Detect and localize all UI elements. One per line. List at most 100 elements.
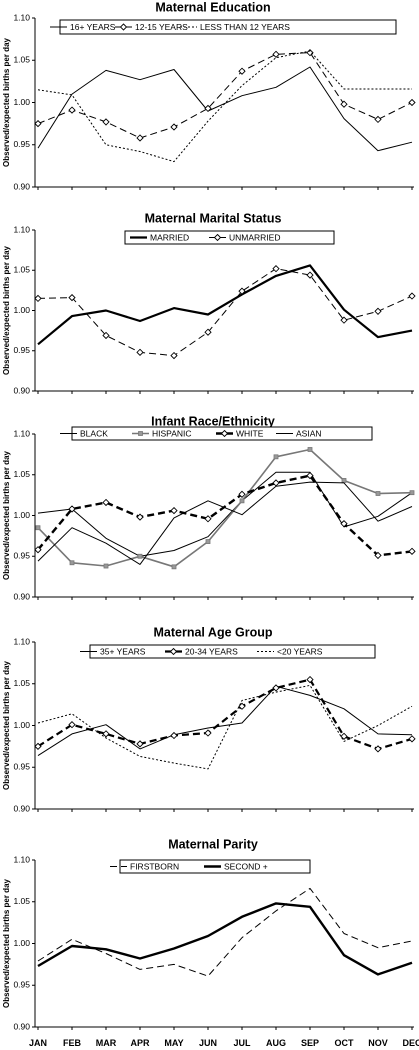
y-tick-label: 0.95 bbox=[13, 551, 30, 561]
legend-marker bbox=[213, 233, 222, 242]
chart-title: Maternal Marital Status bbox=[145, 211, 282, 225]
data-point bbox=[102, 498, 110, 507]
data-point bbox=[408, 292, 416, 300]
series-line-20-34-years bbox=[37, 678, 413, 751]
data-point bbox=[374, 115, 382, 124]
y-tick-label: 0.90 bbox=[13, 385, 30, 395]
chart-panel-2: Maternal Marital Status Observed/expected… bbox=[2, 211, 416, 395]
data-point bbox=[137, 553, 143, 559]
data-point bbox=[34, 294, 42, 303]
data-point bbox=[340, 316, 348, 324]
y-axis-label: Observed/expected births per day bbox=[2, 660, 11, 789]
y-tick-label: 1.00 bbox=[13, 510, 30, 520]
chart-panel-1: Maternal Education Observed/expected birt… bbox=[2, 0, 416, 191]
chart-title: Maternal Parity bbox=[168, 837, 258, 851]
data-point bbox=[238, 67, 246, 75]
legend-box bbox=[124, 230, 335, 245]
data-point bbox=[409, 490, 415, 496]
data-point bbox=[238, 490, 246, 498]
data-point bbox=[34, 119, 42, 128]
legend-label: WHITE bbox=[236, 428, 264, 438]
data-point bbox=[341, 478, 347, 483]
x-tick-label-jan: JAN bbox=[29, 1038, 47, 1048]
data-point bbox=[272, 265, 280, 273]
data-point bbox=[136, 134, 144, 142]
y-axis-label: Observed/expected births per day bbox=[2, 450, 11, 579]
y-tick-label: 1.10 bbox=[13, 224, 30, 234]
data-point bbox=[204, 104, 212, 113]
y-tick-label: 1.00 bbox=[13, 97, 30, 107]
chart-title: Maternal Education bbox=[155, 0, 270, 14]
data-point bbox=[205, 539, 211, 544]
data-point bbox=[102, 118, 110, 126]
legend-label: HISPANIC bbox=[152, 428, 192, 438]
data-point bbox=[170, 123, 178, 131]
y-tick-label: 1.00 bbox=[13, 305, 30, 315]
y-tick-label: 0.90 bbox=[13, 181, 30, 191]
data-point bbox=[272, 50, 280, 58]
y-tick-label: 1.10 bbox=[13, 12, 30, 22]
data-point bbox=[204, 729, 212, 737]
chart-panel-3: Infant Race/Ethnicity Observed/expected b… bbox=[2, 414, 416, 601]
y-axis-label: Observed/expected births per day bbox=[2, 878, 11, 1007]
series-line-unmarried bbox=[37, 268, 413, 357]
series-line-hispanic bbox=[37, 448, 413, 568]
series-line-second bbox=[37, 902, 413, 976]
legend-label: 16+ YEARS bbox=[70, 22, 116, 32]
data-point bbox=[408, 547, 416, 555]
data-point bbox=[272, 479, 280, 487]
series-line-black bbox=[37, 471, 413, 557]
y-tick-label: 0.95 bbox=[13, 980, 30, 990]
chart-title: Maternal Age Group bbox=[154, 625, 273, 639]
y-tick-label: 1.00 bbox=[13, 720, 30, 730]
y-tick-label: 0.95 bbox=[13, 345, 30, 355]
x-tick-label-may: MAY bbox=[164, 1038, 183, 1048]
data-point bbox=[374, 551, 382, 560]
data-point bbox=[374, 307, 382, 315]
data-point bbox=[102, 331, 110, 340]
legend-label: UNMARRIED bbox=[229, 232, 280, 242]
legend-label: SECOND + bbox=[224, 861, 268, 871]
data-point bbox=[103, 563, 109, 569]
data-point bbox=[340, 520, 348, 528]
data-point bbox=[340, 100, 348, 108]
data-point bbox=[136, 513, 144, 521]
data-point bbox=[68, 505, 76, 513]
series-line-married bbox=[37, 264, 413, 346]
legend-label: 35+ YEARS bbox=[100, 646, 146, 656]
legend-marker bbox=[169, 647, 178, 656]
series-line-35-years bbox=[37, 685, 413, 757]
y-axis-label: Observed/expected births per day bbox=[2, 245, 11, 374]
y-tick-label: 1.05 bbox=[13, 265, 30, 275]
legend-label: 20-34 YEARS bbox=[185, 646, 238, 656]
y-tick-label: 1.05 bbox=[13, 55, 30, 65]
y-tick-label: 1.05 bbox=[13, 896, 30, 906]
series-line-less-than-12-years bbox=[37, 50, 412, 163]
series-line-asian bbox=[37, 481, 413, 565]
data-point bbox=[34, 546, 42, 554]
data-point bbox=[68, 293, 76, 302]
legend-marker bbox=[220, 429, 229, 438]
y-tick-label: 0.90 bbox=[13, 591, 30, 601]
series-line-12-15-years bbox=[37, 52, 413, 139]
data-point bbox=[306, 271, 314, 279]
data-point bbox=[238, 702, 246, 710]
y-tick-label: 1.10 bbox=[13, 636, 30, 646]
x-tick-label-feb: FEB bbox=[63, 1038, 82, 1048]
data-point bbox=[68, 106, 76, 114]
chart-panel-4: Maternal Age Group Observed/expected birt… bbox=[2, 625, 416, 813]
data-point bbox=[238, 287, 246, 295]
data-point bbox=[408, 735, 416, 743]
x-tick-label-aug: AUG bbox=[266, 1038, 286, 1048]
data-point bbox=[35, 525, 41, 531]
y-tick-label: 1.00 bbox=[13, 938, 30, 948]
data-point bbox=[272, 684, 280, 692]
data-point bbox=[306, 471, 314, 480]
y-tick-label: 1.10 bbox=[13, 428, 30, 438]
y-tick-label: 1.05 bbox=[13, 678, 30, 688]
series-line-firstborn bbox=[37, 887, 413, 977]
y-tick-label: 0.95 bbox=[13, 139, 30, 149]
series-line-16-years bbox=[37, 66, 413, 152]
data-point bbox=[170, 731, 178, 740]
